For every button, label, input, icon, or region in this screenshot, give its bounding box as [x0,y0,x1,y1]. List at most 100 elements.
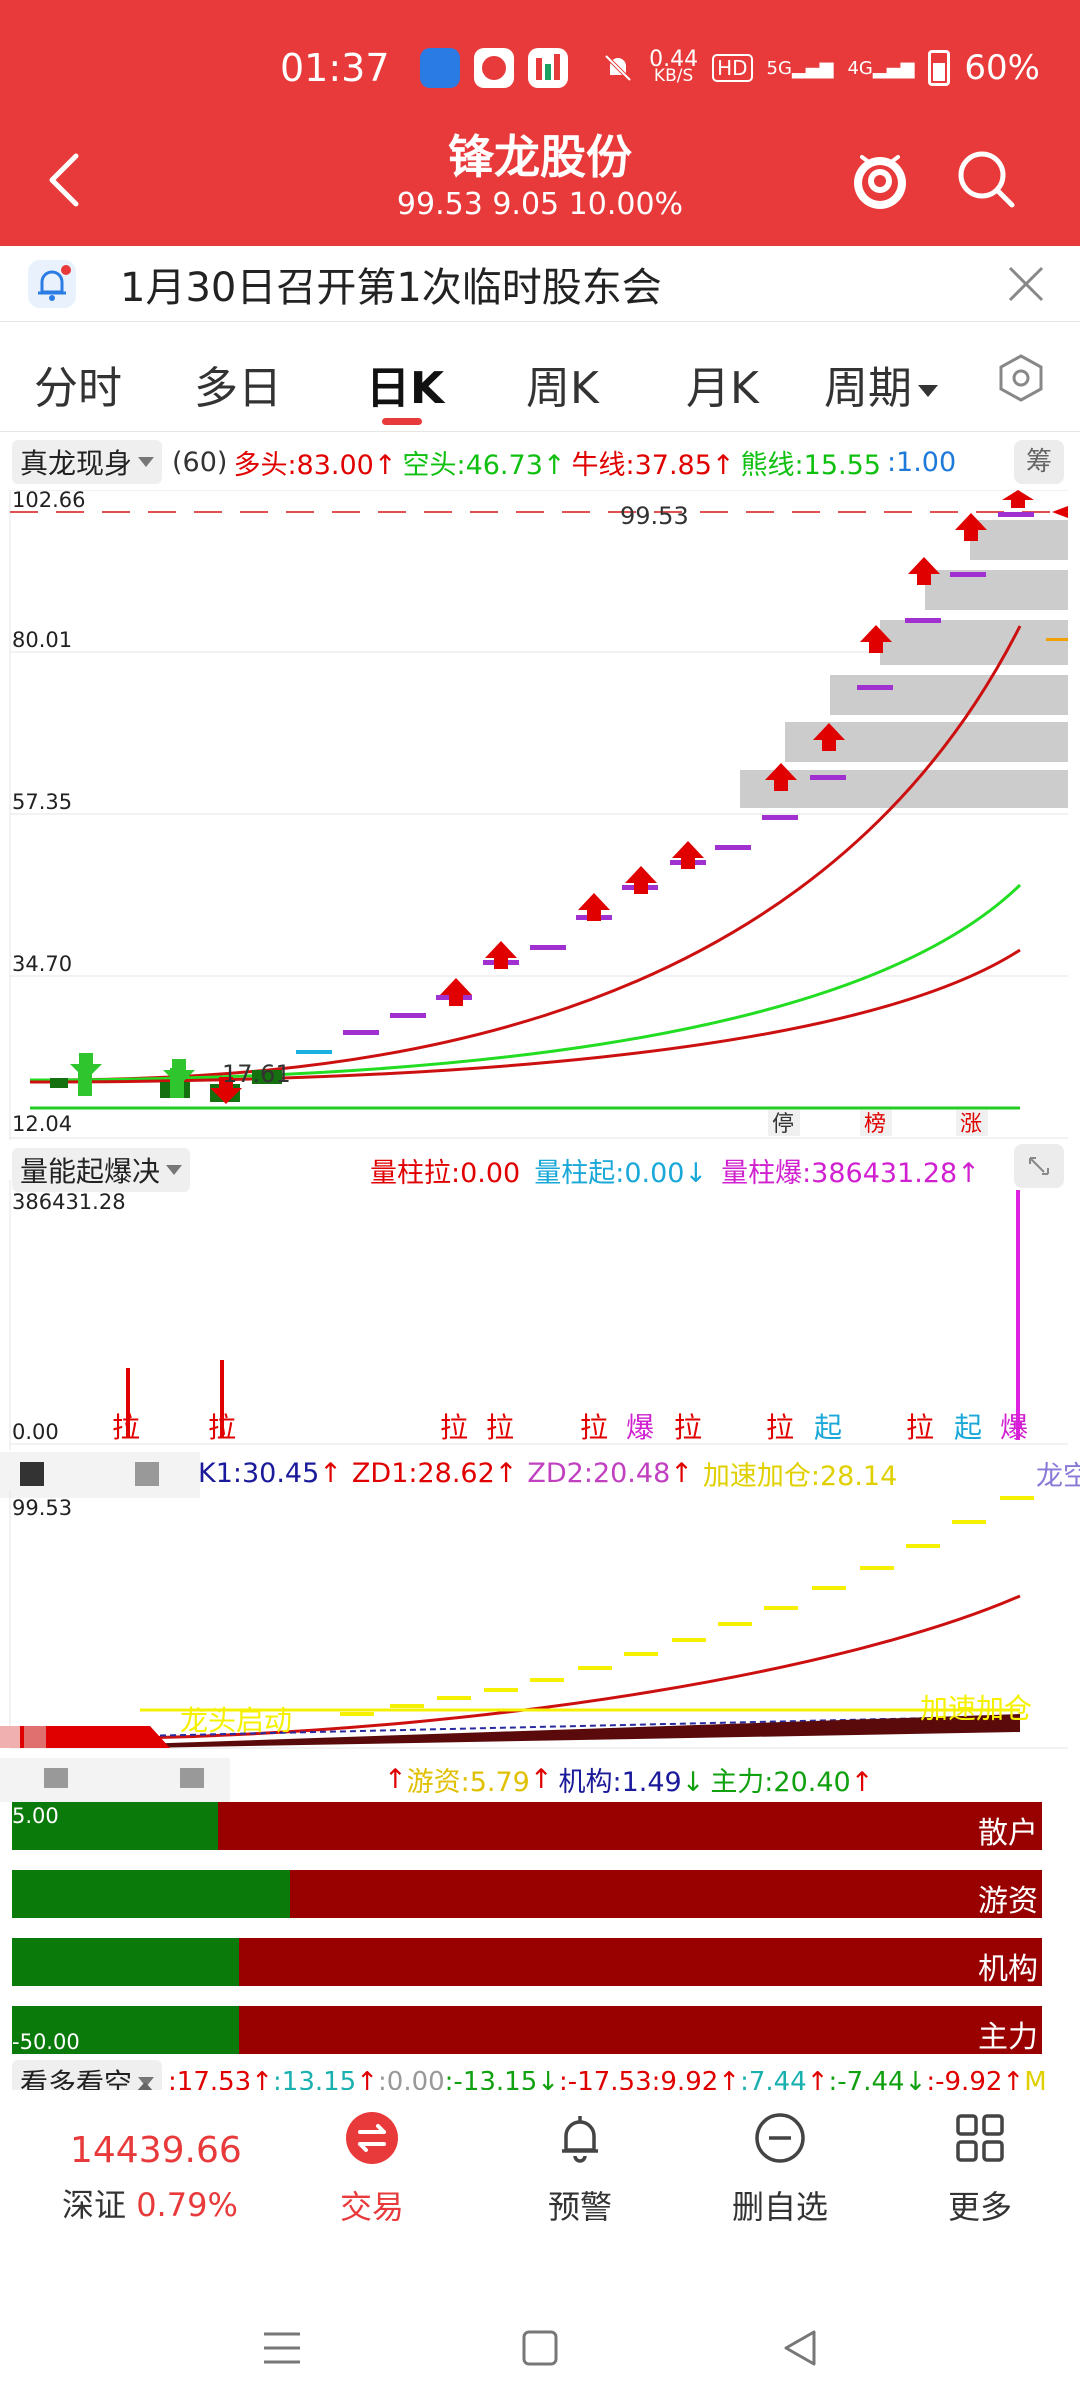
nav-alert-label: 预警 [548,2188,613,2226]
nav-remove-watch[interactable]: 删自选 [732,2110,828,2228]
back-triangle-icon[interactable] [780,2328,820,2368]
blur-left-1 [0,1726,20,1748]
bottom-value-arrow: ↑ [356,2067,379,2097]
notice-bar[interactable]: 1月30日召开第1次临时股东会 [0,246,1080,322]
legend-vol-burst: 量柱爆:386431.28↑ [721,1151,980,1190]
system-nav-bar [0,2250,1080,2400]
hd-badge: HD [712,54,753,82]
volume-indicator-name: 量能起爆决 [20,1155,161,1188]
nav-trade[interactable]: 交易 [340,2110,404,2228]
dropdown-icon [138,2077,155,2087]
close-icon[interactable] [1006,264,1046,304]
legend-bear-line: 熊线:15.55 [740,449,881,481]
volume-indicator-selector[interactable]: 量能起爆决 [12,1148,191,1192]
main-indicator-param: (60) [172,446,228,478]
third-indicator-legend: K1:30.45↑ ZD1:28.62↑ ZD2:20.48↑ 加速加仓:28.… [198,1454,897,1493]
main-indicator-selector[interactable]: 真龙现身 [12,440,163,484]
legend-vol-rise: 量柱起:0.00↓ [534,1151,707,1190]
volume-scale-top: 386431.28 [12,1190,126,1214]
buy-arrow-icons [440,490,1034,1006]
tab-weekly-k[interactable]: 周K [526,363,599,414]
index-value[interactable]: 14439.66 [70,2130,242,2171]
menu-icon[interactable] [262,2330,302,2366]
net-speed-value: 0.44 [649,47,699,72]
blur-left-2 [24,1726,46,1748]
chevron-down-icon [918,385,938,397]
accelerate-dashes [340,1496,1034,1716]
scale-3: 57.35 [12,790,73,814]
stock-name: 锋龙股份 [448,130,632,184]
capital-scale-top: 5.00 [12,1804,59,1828]
app-icon-chart [527,48,568,88]
robot-assistant-icon[interactable] [850,145,910,213]
notice-bell-icon [28,259,76,308]
capital-row-green-fill [12,2006,239,2054]
legend-inst-arrow-up: ↑ [529,1764,553,1795]
grid-icon [956,2114,1004,2162]
legend-zd2: ZD2:20.48↑ [527,1458,692,1489]
legend-bull-line-arrow: ↑ [711,449,735,481]
back-arrow-icon[interactable] [40,150,90,210]
blurred-indicator-selector[interactable] [0,1452,200,1498]
minus-circle-icon [755,2113,805,2163]
marker-pull-3: 拉 [440,1411,468,1444]
capital-row: 游资 [12,1870,1042,1919]
expand-icon[interactable] [1014,1144,1064,1188]
marker-pull-8: 拉 [906,1411,934,1444]
volume-markers: 拉 拉 拉 拉 拉 爆 拉 拉 起 拉 起 爆 [112,1411,1028,1444]
kline-chart[interactable]: 99.53 17.61 停 榜 涨 [0,490,1080,1140]
signal-5g: 5G▂▄▆ [766,57,834,79]
legend-bull: 多头:83.00↑ [233,443,396,482]
legend-k1-value: K1:30.45 [198,1458,320,1489]
label-accelerate: 加速加仓 [920,1692,1032,1725]
signal-4g: 4G▂▄▆ [847,57,915,79]
nav-more-label: 更多 [948,2188,1013,2226]
index-name: 深证 [62,2186,127,2224]
legend-bull-value: 多头:83.00 [233,449,374,481]
legend-hot-money-arrow: ↑ [384,1764,407,1795]
legend-vol-rise-arrow: ↓ [684,1157,708,1189]
zd1-line [139,1594,1021,1740]
capital-row-label: 散户 [978,1816,1038,1851]
tab-monthly-k[interactable]: 月K [686,363,759,414]
label-dragon-start: 龙头启动 [180,1704,292,1737]
marker-burst-2: 爆 [1000,1411,1028,1444]
index-info[interactable]: 深证 0.79% [62,2180,238,2226]
bottom-value-arrow: ↑ [806,2067,829,2097]
blurred-capital-selector[interactable] [0,1758,230,1802]
legend-zd1-arrow: ↑ [494,1458,518,1489]
home-icon[interactable] [520,2328,560,2368]
legend-bear-value: 空头:46.73 [402,449,543,481]
notice-text[interactable]: 1月30日召开第1次临时股东会 [120,264,662,311]
mute-icon [604,54,632,82]
tab-daily-k[interactable]: 日K [366,363,445,414]
signal-5g-label: 5G [766,57,792,79]
stock-quote: 99.53 9.05 10.00% [396,187,684,222]
marker-rise-2: 起 [954,1411,982,1444]
tab-multiday[interactable]: 多日 [194,363,282,414]
chip-distribution [740,520,1068,808]
nav-more[interactable]: 更多 [948,2110,1012,2228]
chip-button[interactable]: 筹 [1014,440,1064,484]
legend-bull-arrow: ↑ [373,449,397,481]
volume-chart[interactable]: 拉 拉 拉 拉 拉 爆 拉 拉 起 拉 起 爆 [0,1180,1080,1450]
marker-pull-6: 拉 [674,1411,702,1444]
settings-hexagon-icon[interactable] [995,352,1047,404]
tab-intraday[interactable]: 分时 [34,363,122,414]
event-tags: 停 榜 涨 [768,1110,988,1137]
capital-area [140,1714,1020,1748]
marker-pull-4: 拉 [486,1411,514,1444]
third-indicator-chart[interactable]: 龙头启动 加速加仓 [0,1490,1080,1750]
start-area [20,1726,170,1748]
legend-bull-line-value: 牛线:37.85 [571,449,712,481]
net-speed-unit: KB/S [653,66,694,86]
legend-main-force-value: 主力:20.40 [710,1767,851,1798]
tab-period[interactable]: 周期 [824,352,938,416]
search-icon[interactable] [955,148,1017,210]
kline-grid [9,490,1068,1140]
legend-hot-money: 游资:5.79 [406,1767,530,1798]
bottom-value-arrow: ↓ [904,2067,927,2097]
battery-icon [928,50,951,86]
capital-row: 主力 [12,2006,1042,2055]
nav-alert[interactable]: 预警 [548,2110,612,2228]
